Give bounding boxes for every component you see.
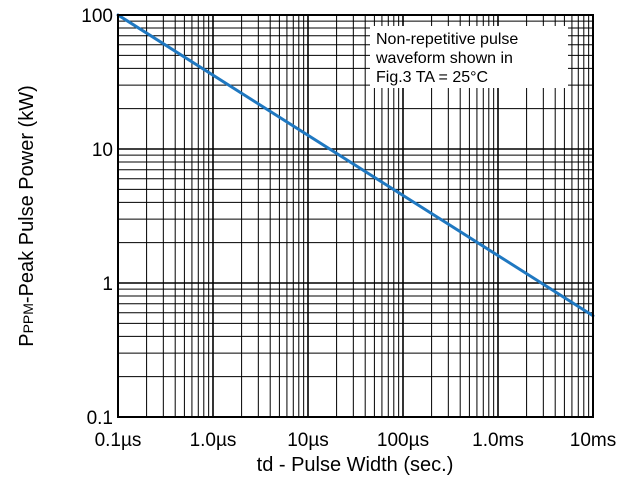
x-tick-label: 0.1µs — [95, 430, 142, 451]
plot-frame — [117, 14, 594, 418]
annotation-line-1: Non-repetitive pulse — [376, 31, 518, 48]
y-tick-label: 0.1 — [87, 408, 113, 429]
x-tick-label: 100µs — [377, 430, 429, 451]
series-layer — [116, 13, 595, 318]
annotation-line-2: waveform shown in — [375, 50, 513, 67]
annotation-box: Non-repetitive pulse waveform shown in F… — [370, 26, 568, 88]
y-tick-label: 10 — [92, 140, 113, 161]
series-line — [116, 13, 595, 318]
x-tick-label: 10ms — [570, 430, 616, 451]
y-axis-title-sub: PPM — [20, 303, 36, 333]
y-tick-label: 100 — [81, 6, 113, 27]
x-tick-label: 10µs — [287, 430, 329, 451]
x-tick-label: 1.0ms — [472, 430, 524, 451]
y-tick-labels: 0.1 1 10 100 — [81, 6, 113, 429]
x-tick-labels: 0.1µs 1.0µs 10µs 100µs 1.0ms 10ms — [95, 430, 617, 451]
y-axis-title: PPPM-Peak Pulse Power (kW) — [16, 85, 38, 347]
y-axis-title-main: P — [16, 333, 38, 346]
y-tick-label: 1 — [102, 274, 113, 295]
annotation-line-3: Fig.3 TA = 25°C — [376, 69, 488, 86]
annotation-background — [370, 26, 568, 88]
x-axis-title: td - Pulse Width (sec.) — [257, 454, 454, 476]
y-axis-title-rest: -Peak Pulse Power (kW) — [16, 85, 38, 303]
x-tick-label: 1.0µs — [190, 430, 237, 451]
